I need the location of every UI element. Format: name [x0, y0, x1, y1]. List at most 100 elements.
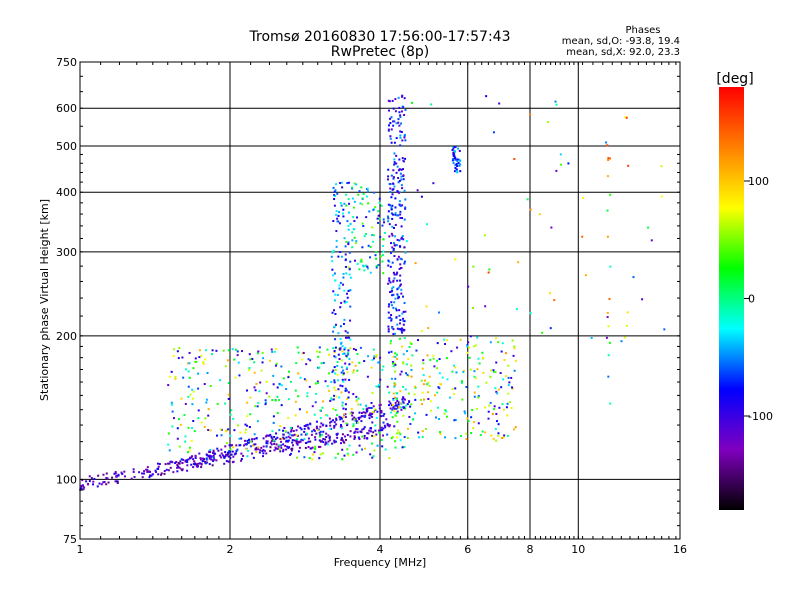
- data-point: [397, 169, 400, 172]
- data-point: [348, 251, 351, 254]
- data-point: [270, 443, 273, 446]
- data-point: [352, 423, 355, 426]
- data-point: [392, 279, 395, 282]
- data-point: [307, 437, 310, 440]
- data-point: [377, 361, 380, 364]
- data-point: [387, 168, 390, 171]
- data-point: [395, 154, 398, 157]
- data-point: [207, 414, 210, 417]
- data-point: [400, 288, 403, 291]
- data-point: [389, 407, 392, 410]
- data-point: [396, 327, 399, 330]
- data-point: [328, 435, 331, 438]
- data-point: [371, 442, 374, 445]
- data-point: [377, 264, 380, 267]
- data-point: [390, 196, 393, 199]
- data-point: [186, 464, 189, 467]
- data-point: [188, 351, 191, 354]
- data-point: [410, 403, 413, 406]
- data-point: [408, 345, 411, 348]
- data-point: [334, 293, 337, 296]
- data-point: [394, 404, 397, 407]
- data-point: [198, 462, 201, 465]
- data-point: [347, 243, 350, 246]
- data-point: [452, 147, 455, 150]
- data-point: [260, 369, 263, 372]
- data-point: [335, 423, 338, 426]
- data-point: [236, 448, 239, 451]
- data-point: [403, 320, 406, 323]
- data-point: [387, 175, 390, 178]
- data-point: [299, 376, 302, 379]
- data-point: [245, 443, 248, 446]
- data-point: [394, 110, 397, 113]
- data-point: [395, 392, 398, 395]
- data-point: [368, 210, 371, 213]
- data-point: [334, 372, 337, 375]
- data-point: [507, 384, 510, 387]
- data-point: [462, 369, 465, 372]
- data-point: [418, 436, 421, 439]
- data-point: [342, 420, 345, 423]
- data-point: [226, 454, 229, 457]
- colorbar: [719, 87, 744, 510]
- data-point: [497, 434, 500, 437]
- data-point: [373, 408, 376, 411]
- data-point: [394, 377, 397, 380]
- data-point: [333, 439, 336, 442]
- data-point: [409, 341, 412, 344]
- data-point: [605, 336, 608, 339]
- data-point: [368, 417, 371, 420]
- data-point: [380, 204, 383, 207]
- data-point: [609, 402, 612, 405]
- data-point: [303, 430, 306, 433]
- data-point: [270, 348, 273, 351]
- data-point: [233, 358, 236, 361]
- data-point: [294, 400, 297, 403]
- data-point: [489, 375, 492, 378]
- data-point: [274, 446, 277, 449]
- data-point: [446, 378, 449, 381]
- data-point: [390, 116, 393, 119]
- data-point: [392, 120, 395, 123]
- data-point: [314, 436, 317, 439]
- data-point: [395, 397, 398, 400]
- data-point: [236, 424, 239, 427]
- data-point: [178, 418, 181, 421]
- data-point: [397, 297, 400, 300]
- data-point: [362, 224, 365, 227]
- data-point: [291, 441, 294, 444]
- data-point: [288, 433, 291, 436]
- data-point: [211, 459, 214, 462]
- data-point: [400, 95, 403, 98]
- data-point: [388, 223, 391, 226]
- data-point: [607, 157, 610, 160]
- data-point: [275, 447, 278, 450]
- data-point: [390, 404, 393, 407]
- data-point: [227, 428, 230, 431]
- data-point: [466, 351, 469, 354]
- data-point: [297, 425, 300, 428]
- data-point: [356, 216, 359, 219]
- data-point: [606, 144, 609, 147]
- data-point: [555, 169, 558, 172]
- data-point: [389, 135, 392, 138]
- data-point: [392, 286, 395, 289]
- data-point: [341, 401, 344, 404]
- data-point: [220, 452, 223, 455]
- data-point: [361, 415, 364, 418]
- data-point: [188, 376, 191, 379]
- data-point: [321, 424, 324, 427]
- data-point: [607, 375, 610, 378]
- data-point: [490, 434, 493, 437]
- data-point: [421, 367, 424, 370]
- data-point: [477, 396, 480, 399]
- data-point: [373, 435, 376, 438]
- data-point: [474, 344, 477, 347]
- data-point: [256, 420, 259, 423]
- data-point: [80, 485, 83, 488]
- data-point: [312, 428, 315, 431]
- data-point: [351, 231, 354, 234]
- data-point: [484, 431, 487, 434]
